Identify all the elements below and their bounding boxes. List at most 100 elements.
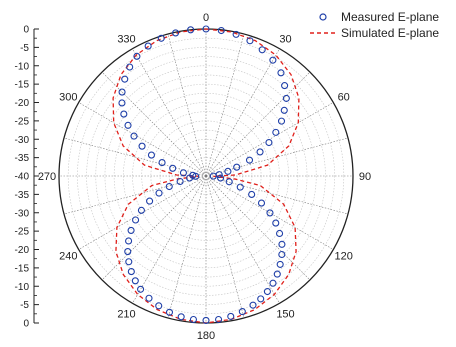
measured-point: [138, 142, 146, 150]
angle-tick-label: 120: [335, 251, 353, 263]
grid-ring: [67, 37, 345, 315]
radial-tick-label: -20: [15, 98, 30, 109]
grid-spoke: [205, 102, 334, 177]
measured-point: [144, 42, 152, 50]
grid-spoke: [78, 175, 207, 250]
measured-point: [155, 302, 163, 310]
measured-point: [130, 132, 138, 140]
measured-point: [245, 156, 254, 164]
angle-tick-label: 180: [197, 330, 215, 342]
measured-point: [263, 287, 271, 296]
angle-tick-label: 0: [203, 12, 209, 24]
grid-spoke: [205, 175, 334, 250]
grid-layer: [58, 28, 354, 324]
measured-point: [155, 189, 163, 197]
radial-tick-label: -5: [20, 300, 29, 311]
measured-point: [124, 121, 132, 129]
measured-point: [124, 248, 132, 256]
measured-point: [278, 240, 286, 248]
measured-point: [189, 315, 197, 324]
measured-point: [282, 94, 290, 102]
measured-point: [233, 163, 241, 171]
measured-point: [125, 237, 133, 245]
grid-ring: [95, 65, 317, 287]
measured-point: [169, 164, 177, 172]
measured-point: [277, 117, 286, 125]
measured-point: [217, 174, 225, 182]
grid-spoke: [205, 71, 311, 177]
measured-point: [276, 229, 284, 238]
measured-point: [121, 75, 129, 83]
measured-point: [189, 171, 197, 179]
measured-point: [137, 206, 145, 214]
grid-spoke: [205, 175, 311, 281]
measured-point: [147, 151, 155, 159]
measured-point: [276, 260, 284, 268]
measured-point: [269, 56, 277, 64]
grid-spoke: [205, 175, 280, 304]
measured-point: [272, 219, 280, 227]
radial-tick-label: -25: [15, 227, 30, 238]
radial-tick-label: -10: [15, 61, 30, 72]
measured-point: [131, 277, 139, 285]
grid-ring: [77, 47, 335, 305]
measured-point: [238, 308, 246, 316]
radial-tick-label: -15: [15, 263, 30, 274]
measured-point: [232, 30, 240, 38]
radial-tick-label: 0: [23, 25, 29, 36]
radial-tick-label: -5: [20, 43, 29, 54]
angle-tick-label: 90: [359, 171, 371, 183]
measured-point: [179, 169, 187, 177]
measured-point: [257, 199, 266, 207]
radial-tick-label: -30: [15, 135, 30, 146]
grid-spoke: [205, 175, 349, 215]
grid-spoke: [63, 175, 207, 215]
measured-point: [249, 301, 257, 309]
measured-point: [256, 148, 264, 156]
measured-point: [209, 172, 217, 180]
grid-ring: [104, 74, 308, 278]
angle-tick-label: 150: [276, 309, 294, 321]
measured-point: [224, 167, 232, 175]
grid-ring: [86, 56, 326, 296]
measured-point: [277, 69, 285, 77]
measured-point: [248, 190, 256, 198]
angle-tick-label: 210: [117, 309, 135, 321]
measured-point: [202, 25, 210, 33]
measured-point: [145, 294, 153, 302]
angle-tick-label: 60: [338, 92, 350, 104]
grid-spoke: [167, 175, 207, 319]
measured-point: [133, 52, 141, 60]
measured-point: [202, 316, 210, 324]
measured-point: [157, 34, 165, 42]
measured-point: [266, 209, 274, 217]
grid-spoke: [205, 175, 245, 319]
measured-point: [281, 82, 289, 90]
radial-tick-label: -35: [15, 153, 30, 164]
measured-point: [215, 315, 223, 324]
angle-tick-label: 300: [59, 92, 77, 104]
legend-measured-marker: [319, 13, 327, 21]
measured-point: [176, 177, 184, 186]
measured-point: [227, 312, 235, 320]
legend: Measured E-plane Simulated E-plane: [310, 10, 439, 40]
measured-point: [225, 178, 233, 186]
radial-tick-label: -30: [15, 208, 30, 219]
measured-point: [278, 250, 286, 259]
grid-spoke: [101, 175, 207, 281]
measured-point: [236, 183, 244, 191]
measured-point: [265, 138, 273, 147]
measured-point: [118, 99, 126, 107]
radial-tick-label: -35: [15, 190, 30, 201]
measured-point: [246, 37, 254, 45]
measured-point: [120, 110, 128, 118]
grid-spoke: [167, 33, 207, 177]
measured-point: [172, 29, 180, 37]
grid-ring: [123, 93, 289, 259]
measured-point: [132, 216, 140, 224]
series-layer: [112, 25, 300, 324]
measured-point: [158, 159, 166, 167]
radial-tick-label: 0: [23, 319, 29, 330]
measured-point: [137, 285, 145, 293]
grid-spoke: [78, 102, 207, 177]
